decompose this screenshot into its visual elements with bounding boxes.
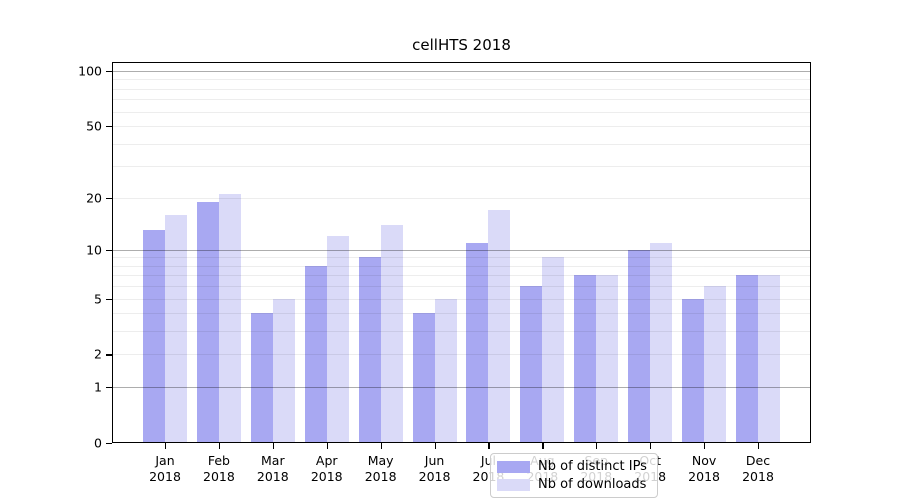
legend-item-distinct-ips: Nb of distinct IPs	[497, 459, 647, 474]
y-gridline-minor	[112, 197, 811, 199]
bar-nb-of-distinct-ips-mar	[250, 313, 273, 443]
y-gridline-minor	[112, 79, 811, 81]
bar-nb-of-distinct-ips-may	[358, 257, 381, 443]
x-axis-tick	[650, 443, 652, 449]
bar-nb-of-downloads-jun	[434, 298, 457, 443]
legend-label-distinct-ips: Nb of distinct IPs	[538, 459, 647, 474]
x-axis-tick	[704, 443, 706, 449]
y-gridline-minor	[112, 126, 811, 128]
bar-nb-of-distinct-ips-jun	[412, 313, 435, 443]
bar-nb-of-downloads-may	[380, 224, 403, 443]
legend-swatch-distinct-ips-icon	[497, 460, 530, 473]
y-tick-label: 20	[86, 190, 102, 206]
x-axis-tick	[380, 443, 382, 449]
y-axis-tick	[106, 126, 112, 128]
bar-nb-of-distinct-ips-nov	[682, 298, 705, 443]
x-tick-label: Nov 2018	[688, 453, 720, 484]
bar-nb-of-distinct-ips-jan	[143, 230, 165, 443]
x-axis-tick	[272, 443, 274, 449]
y-gridline-minor	[112, 354, 811, 356]
y-tick-label: 1	[94, 379, 102, 395]
y-gridline-major	[112, 71, 811, 73]
y-gridline-minor	[112, 257, 811, 259]
bar-nb-of-downloads-sep	[596, 275, 619, 443]
y-tick-label: 10	[86, 242, 102, 258]
legend-item-downloads: Nb of downloads	[497, 477, 647, 492]
y-axis-tick	[106, 298, 112, 300]
y-gridline-minor	[112, 88, 811, 90]
bar-nb-of-distinct-ips-oct	[628, 249, 651, 443]
bar-nb-of-downloads-oct	[650, 242, 673, 443]
y-gridline-minor	[112, 313, 811, 315]
y-tick-label: 50	[86, 118, 102, 134]
y-tick-label: 100	[78, 63, 102, 79]
bar-nb-of-downloads-jul	[488, 210, 511, 443]
y-gridline-minor	[112, 166, 811, 168]
x-axis-tick	[488, 443, 490, 449]
x-tick-label: Dec 2018	[742, 453, 774, 484]
bar-nb-of-distinct-ips-apr	[304, 265, 327, 443]
bar-nb-of-downloads-dec	[758, 275, 780, 443]
y-axis-tick	[106, 197, 112, 199]
y-gridline-minor	[112, 111, 811, 113]
x-tick-label: May 2018	[364, 453, 397, 484]
y-gridline-minor	[112, 331, 811, 333]
y-tick-label: 5	[94, 291, 102, 307]
bar-nb-of-downloads-aug	[542, 257, 565, 443]
y-axis-tick	[106, 443, 112, 445]
bar-nb-of-downloads-feb	[218, 193, 241, 443]
y-tick-label: 2	[94, 346, 102, 362]
bar-nb-of-downloads-jan	[165, 214, 187, 443]
y-gridline-minor	[112, 298, 811, 300]
y-axis-tick	[106, 249, 112, 251]
y-axis-tick	[106, 387, 112, 389]
bar-nb-of-downloads-nov	[704, 286, 727, 443]
bar-nb-of-distinct-ips-jul	[466, 242, 489, 443]
y-gridline-minor	[112, 265, 811, 267]
y-axis-tick	[106, 71, 112, 73]
x-axis-tick	[165, 443, 167, 449]
bar-nb-of-distinct-ips-feb	[196, 201, 219, 443]
bar-nb-of-downloads-mar	[272, 298, 295, 443]
bar-nb-of-downloads-apr	[326, 236, 349, 443]
x-tick-label: Feb 2018	[203, 453, 235, 484]
x-axis-tick	[326, 443, 328, 449]
chart-title: cellHTS 2018	[412, 36, 511, 54]
plot-area: Nb of distinct IPs Nb of downloads	[112, 62, 811, 498]
x-tick-label: Apr 2018	[310, 453, 343, 484]
legend-label-downloads: Nb of downloads	[538, 477, 647, 492]
legend-swatch-downloads-icon	[497, 478, 530, 491]
bar-nb-of-distinct-ips-aug	[520, 286, 543, 443]
x-axis-tick	[218, 443, 221, 449]
x-axis-tick	[434, 443, 436, 449]
bar-nb-of-distinct-ips-dec	[736, 275, 758, 443]
bar-nb-of-distinct-ips-sep	[574, 275, 597, 443]
x-axis-tick	[596, 443, 598, 449]
x-axis-tick	[542, 443, 544, 449]
y-axis-tick	[106, 354, 112, 356]
x-tick-label: Jan 2018	[149, 453, 181, 484]
x-tick-label: Mar 2018	[256, 453, 289, 484]
y-gridline-minor	[112, 286, 811, 288]
y-gridline-minor	[112, 99, 811, 101]
y-tick-label: 0	[94, 435, 102, 451]
x-axis-tick	[758, 443, 760, 449]
legend: Nb of distinct IPs Nb of downloads	[490, 453, 658, 498]
y-gridline-minor	[112, 143, 811, 145]
y-gridline-minor	[112, 275, 811, 277]
x-tick-label: Jun 2018	[418, 453, 451, 484]
y-gridline-major	[112, 387, 811, 389]
y-gridline-major	[112, 249, 811, 251]
